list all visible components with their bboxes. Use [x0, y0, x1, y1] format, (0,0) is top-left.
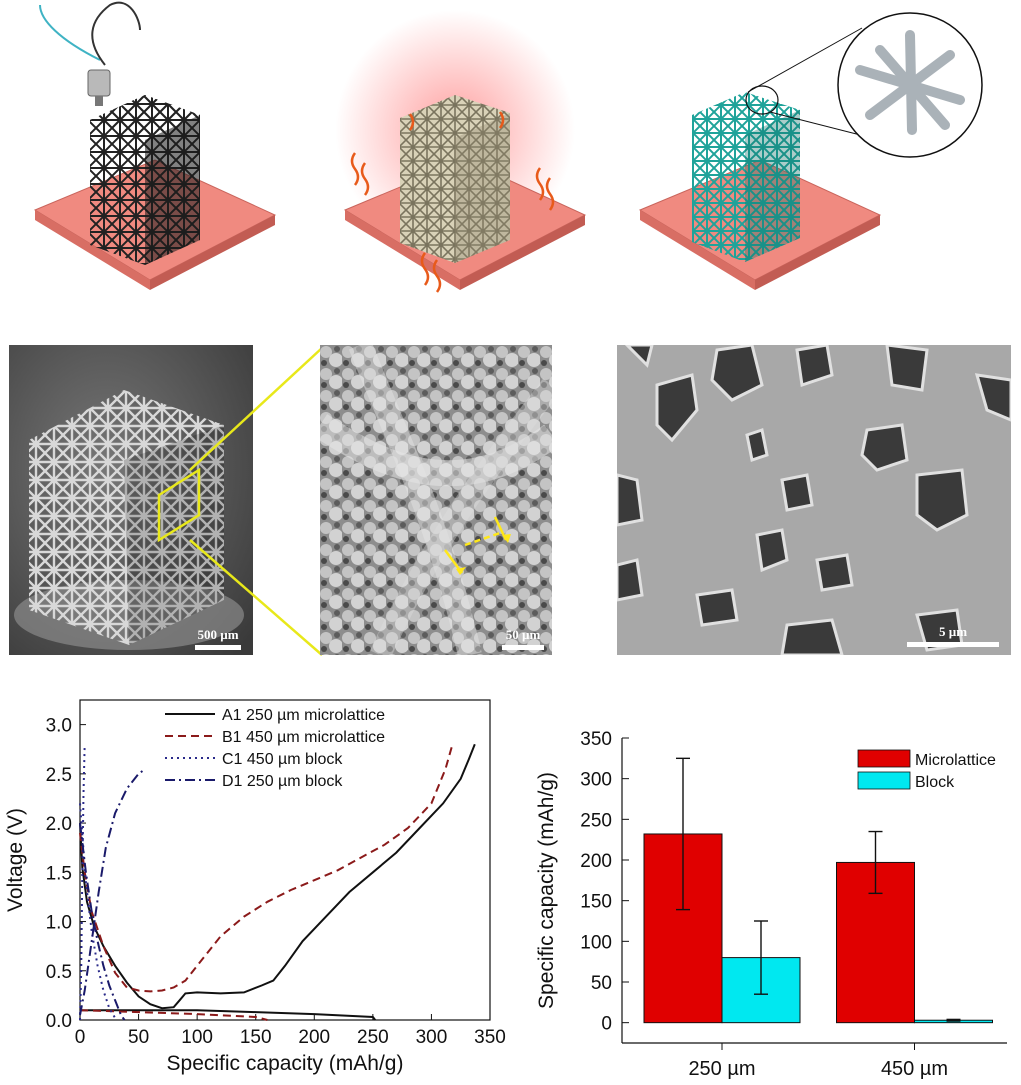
process-illustration-row: [33, 1, 983, 293]
series-line-1-charge: [79, 743, 476, 1010]
x-tick-label: 150: [240, 1027, 272, 1048]
bar-microlattice-1: [643, 833, 723, 1024]
sem-image-microlattice: 500 µm: [9, 345, 253, 655]
series-line-4-discharge: [79, 822, 126, 1021]
legend-swatch-1: [857, 749, 911, 768]
legend-label-4: D1 250 µm block: [222, 773, 343, 790]
illustration-printing: [33, 1, 277, 290]
sem-image-porous-surface: 5 µm: [617, 345, 1011, 655]
y-tick-label: 2.5: [46, 765, 72, 786]
printer-nozzle-icon: [87, 69, 111, 106]
y-tick-label: 200: [580, 851, 612, 872]
scale-bar-2: [502, 645, 544, 650]
voltage-capacity-chart: 0 50 100 150 200 250 300 350 0.0 0.5 1.0 1.5 2.0 2.5 3…: [4, 699, 506, 1075]
scale-bar-1: [195, 645, 241, 650]
legend-swatch-2: [857, 771, 911, 790]
unit-cell-strut-icon: [855, 30, 965, 135]
scale-bar-3-label: 5 µm: [939, 624, 967, 639]
series-line-3-discharge: [79, 803, 116, 1019]
x-axis-label: Specific capacity (mAh/g): [167, 1052, 404, 1075]
x-tick-label: 350: [474, 1027, 506, 1048]
y-tick-label: 350: [580, 729, 612, 750]
x-tick-label: 450 µm: [881, 1058, 948, 1080]
y-tick-label: 2.0: [46, 814, 72, 835]
heat-wave-icon: [350, 111, 555, 293]
y-tick-label: 1.5: [46, 863, 72, 884]
x-tick-label: 300: [416, 1027, 448, 1048]
illustration-final-lattice: [638, 12, 983, 290]
sem-microlattice-graphic: 500 µm: [9, 345, 253, 655]
y-tick-label: 50: [591, 973, 612, 994]
unit-cell-callout: [837, 12, 983, 158]
x-tick-label: 250 µm: [688, 1058, 755, 1080]
capacity-bar-chart: 0 50 100 150 200 250 300 350 Specific capacity (…: [535, 729, 1007, 1080]
y-axis-label: Specific capacity (mAh/g): [535, 772, 558, 1009]
x-tick-label: 0: [75, 1027, 86, 1048]
x-tick-label: 50: [128, 1027, 149, 1048]
y-tick-label: 0.5: [46, 962, 72, 983]
series-line-2-discharge: [79, 1009, 268, 1021]
zoom-connector-lines: [189, 347, 323, 656]
y-tick-label: 0: [601, 1014, 612, 1035]
y-tick-label: 3.0: [46, 716, 72, 737]
legend-label-1: Microlattice: [915, 752, 996, 769]
sem-porous-graphic: 5 µm: [617, 345, 1011, 655]
illustration-heating: [335, 10, 587, 293]
series-line-4-charge: [79, 768, 147, 1016]
y-tick-label: 150: [580, 892, 612, 913]
y-tick-label: 100: [580, 932, 612, 953]
plot-frame: [79, 699, 491, 1021]
lattice-beige-block: [400, 95, 510, 263]
x-tick-label: 200: [298, 1027, 330, 1048]
y-tick-label: 250: [580, 810, 612, 831]
y-tick-label: 0.0: [46, 1011, 72, 1032]
zoom-source-circle: [745, 85, 779, 115]
series-line-1-discharge: [80, 1009, 376, 1021]
scale-bar-2-label: 50 µm: [506, 627, 541, 642]
series-line-2-charge: [79, 744, 454, 993]
scale-bar-1-label: 500 µm: [197, 627, 238, 642]
x-tick-label: 250: [357, 1027, 389, 1048]
legend-label-1: A1 250 µm microlattice: [222, 707, 385, 724]
y-axis-label: Voltage (V): [4, 808, 27, 912]
legend-label-2: Block: [915, 774, 955, 791]
y-tick-label: 300: [580, 770, 612, 791]
x-tick-label: 100: [181, 1027, 213, 1048]
legend-label-2: B1 450 µm microlattice: [222, 729, 385, 746]
sem-strut-graphic: 50 µm: [320, 345, 552, 655]
lattice-teal-block: [692, 92, 800, 262]
y-tick-label: 1.0: [46, 913, 72, 934]
legend-label-3: C1 450 µm block: [222, 751, 343, 768]
scale-bar-3: [907, 642, 999, 647]
lattice-dark-block: [90, 95, 200, 265]
sem-image-strut-surface: 50 µm: [320, 345, 552, 655]
